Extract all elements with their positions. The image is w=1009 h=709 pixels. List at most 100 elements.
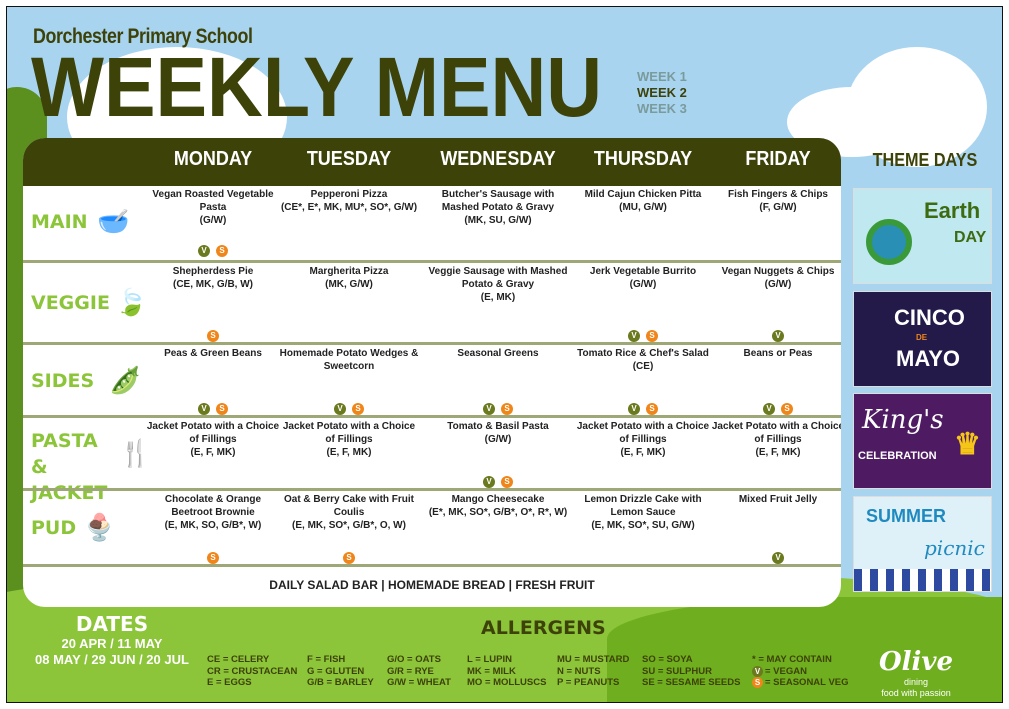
allergen-text: G/R = RYE (387, 665, 434, 677)
dates-line: 08 MAY / 29 JUN / 20 JUL (35, 652, 189, 667)
menu-item: Tomato & Basil Pasta (G/W) (428, 420, 568, 446)
allergen-text: = VEGAN (765, 665, 807, 677)
menu-item: Margherita Pizza (MK, G/W) (279, 265, 419, 291)
allergen-text: G = GLUTEN (307, 665, 365, 677)
allergen-column: G/O = OATS G/R = RYE G/W = WHEAT (387, 654, 451, 689)
row-label: PASTA & JACKET (31, 430, 108, 504)
allergen-key: MU = MUSTARD (557, 654, 629, 666)
dish-name: Vegan Roasted Vegetable Pasta (152, 189, 274, 213)
menu-item: Lemon Drizzle Cake with Lemon Sauce (E, M… (573, 493, 713, 532)
allergen-text: E = EGGS (207, 677, 252, 688)
allergen-key: F = FISH (307, 654, 374, 666)
dish-allergens: (G/W) (764, 279, 792, 290)
allergen-text: F = FISH (307, 654, 346, 665)
divider (23, 564, 841, 567)
vegan-badge-icon: V (628, 403, 640, 415)
dish-name: Homemade Potato Wedges & Sweetcorn (279, 348, 419, 372)
allergen-key: MK = MILK (467, 666, 546, 678)
poster-kings-celebration: King's CELEBRATION ♛ (853, 393, 992, 489)
menu-item: Peas & Green Beans (143, 347, 283, 360)
allergen-key: L = LUPIN (467, 654, 546, 666)
diet-badges: V (708, 547, 841, 565)
allergen-text: CR = CRUSTACEAN (207, 665, 298, 677)
dish-name: Oat & Berry Cake with Fruit Coulis (283, 494, 415, 518)
row-label: PUD (31, 517, 77, 539)
row-label: MAIN (31, 211, 88, 233)
dish-name: Seasonal Greens (457, 348, 539, 359)
vegan-badge-icon: V (198, 403, 210, 415)
diet-badges: V (708, 325, 841, 343)
dish-name: Veggie Sausage with Mashed Potato & Grav… (428, 266, 568, 290)
seasonal-veg-badge-icon: S (646, 330, 658, 342)
dish-name: Mild Cajun Chicken Pitta (584, 189, 702, 200)
menu-item: Shepherdess Pie (CE, MK, G/B, W) (143, 265, 283, 291)
fork-icon: 🍴 (119, 437, 152, 468)
menu-item: Seasonal Greens (428, 347, 568, 360)
allergen-column: L = LUPIN MK = MILK MO = MOLLUSCS (467, 654, 546, 689)
allergen-key: V = VEGAN (752, 665, 849, 678)
dish-allergens: (E, F, MK) (755, 447, 801, 458)
allergen-text: G/B = BARLEY (307, 677, 374, 688)
allergen-text: SO = SOYA (642, 654, 693, 665)
allergens-title: ALLERGENS (481, 617, 606, 639)
row-pud: PUD 🍨 Chocolate & Orange Beetroot Brownie (… (23, 488, 841, 564)
seasonal-veg-badge-icon: S (207, 330, 219, 342)
dish-allergens: (E, F, MK) (326, 447, 372, 458)
diet-badges: S (279, 547, 419, 565)
allergen-text: G/W = WHEAT (387, 677, 451, 688)
dish-name: Tomato Rice & Chef's Salad (577, 348, 709, 359)
dates-panel: DATES 20 APR / 11 MAY 08 MAY / 29 JUN / … (27, 612, 197, 668)
logo-sub: dining (904, 677, 929, 687)
allergen-key: SE = SESAME SEEDS (642, 677, 740, 689)
dates-title: DATES (75, 612, 149, 636)
day-header: MONDAY TUESDAY WEDNESDAY THURSDAY FRIDAY (23, 138, 841, 186)
dish-allergens: (CE, MK, G/B, W) (173, 279, 253, 290)
day-thursday: THURSDAY (593, 148, 693, 170)
page-title: WEEKLY MENU (31, 40, 603, 134)
poster-text: King's (862, 405, 944, 435)
poster-text: CELEBRATION (858, 450, 937, 462)
dish-allergens: (E, MK) (480, 292, 516, 303)
vegan-badge-icon: V (483, 403, 495, 415)
dish-name: Jerk Vegetable Burrito (589, 266, 697, 277)
allergen-text: MU = MUSTARD (557, 654, 630, 665)
menu-item: Pepperoni Pizza (CE*, E*, MK, MU*, SO*, G… (279, 188, 419, 214)
row-label: SIDES (31, 370, 95, 392)
allergen-key: E = EGGS (207, 677, 297, 689)
seasonal-veg-badge-icon: S (352, 403, 364, 415)
menu-item: Tomato Rice & Chef's Salad (CE) (573, 347, 713, 373)
dish-name: Jacket Potato with a Choice of Fillings (146, 421, 280, 445)
poster-text: DAY (954, 229, 987, 246)
vegan-badge-icon: V (752, 665, 763, 677)
vegan-badge-icon: V (483, 476, 495, 488)
vegan-badge-icon: V (334, 403, 346, 415)
dish-allergens: (E, F, MK) (190, 447, 236, 458)
menu-item: Vegan Nuggets & Chips (G/W) (708, 265, 841, 291)
dish-name: Beans or Peas (743, 348, 813, 359)
leaf-icon: 🍃 (115, 287, 148, 317)
dish-allergens: (E, MK, SO*, SU, G/W) (591, 520, 695, 531)
crown-icon: ♛ (954, 428, 981, 461)
peapod-icon: 🫛 (109, 364, 142, 395)
allergen-key: N = NUTS (557, 666, 629, 678)
picnic-blanket (854, 569, 991, 591)
dish-name: Peas & Green Beans (164, 348, 262, 359)
allergen-text: CE = CELERY (207, 654, 270, 665)
daily-extras: DAILY SALAD BAR | HOMEMADE BREAD | FRESH… (269, 578, 595, 592)
dish-name: Fish Fingers & Chips (727, 189, 828, 200)
seasonal-veg-badge-icon: S (781, 403, 793, 415)
week-1: WEEK 1 (637, 69, 687, 84)
day-friday: FRIDAY (745, 148, 811, 170)
allergen-key: S = SEASONAL VEG (752, 677, 849, 689)
dish-name: Mixed Fruit Jelly (738, 494, 818, 505)
allergen-column: SO = SOYA SU = SULPHUR SE = SESAME SEEDS (642, 654, 740, 689)
poster-text: DE (916, 333, 928, 342)
bowl-icon: 🥣 (97, 206, 130, 236)
vegan-badge-icon: V (763, 403, 775, 415)
theme-days-title: THEME DAYS (872, 150, 978, 170)
poster-earth-day: Earth DAY (853, 188, 992, 284)
seasonal-veg-badge-icon: S (752, 677, 763, 688)
